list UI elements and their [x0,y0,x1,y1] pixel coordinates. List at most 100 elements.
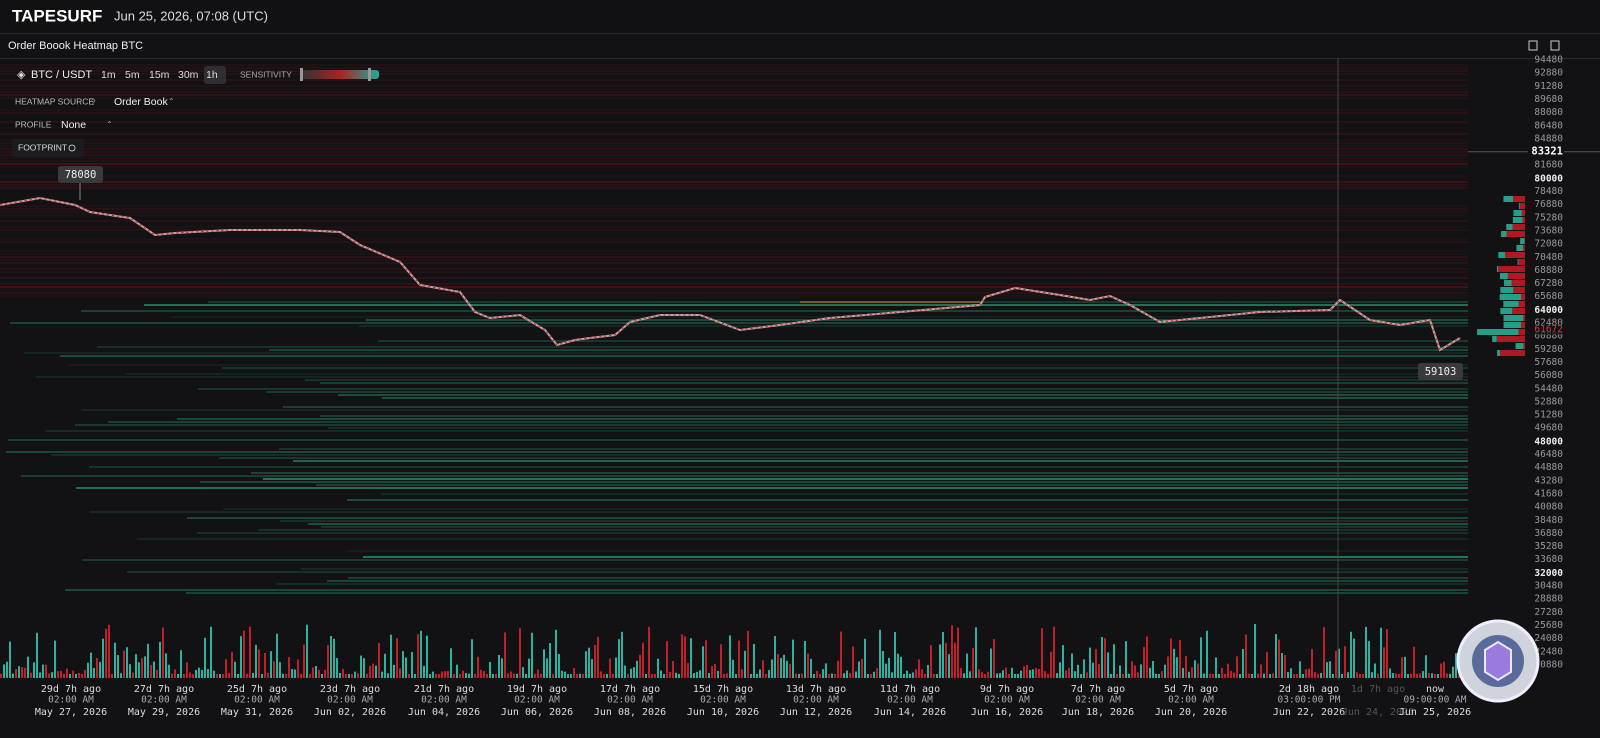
profile-bar-sell [1513,196,1525,202]
help-icon[interactable]: ? [91,98,96,107]
interval-button[interactable]: 30m [178,69,199,81]
time-of-day: 02:00 AM [793,695,839,706]
volume-bar [1260,664,1262,678]
profile-bar-buy [1518,203,1520,209]
volume-bar [1452,666,1454,678]
volume-bar [162,627,164,678]
volume-bar [1182,667,1184,678]
profile-bar-buy [1517,259,1519,265]
interval-button[interactable]: 5m [125,69,140,81]
interval-button[interactable]: 15m [149,69,170,81]
volume-bar [747,630,749,678]
price-tick-label: 57680 [1534,357,1563,368]
volume-bar [660,670,662,678]
volume-bar [288,657,290,678]
logo[interactable]: TAPESURF [12,6,102,25]
volume-bar [210,626,212,678]
volume-bar [1020,670,1022,678]
volume-bar [168,664,170,678]
time-ago: 7d 7h ago [1071,684,1125,695]
price-tick-label: 94480 [1534,55,1563,66]
volume-bar [1443,661,1445,678]
volume-bar [651,673,653,678]
heatmap [0,64,1468,594]
eye-icon[interactable] [68,144,76,152]
volume-bar [333,638,335,678]
profile-select[interactable]: None [61,119,86,131]
volume-bar [771,659,773,678]
volume-bar [513,673,515,678]
sensitivity-slider[interactable] [301,70,379,79]
volume-bar [81,673,83,678]
time-of-day: 03:00:00 PM [1278,695,1341,706]
sensitivity-label: SENSITIVITY [240,69,292,79]
volume-bar [300,673,302,678]
volume-bar [441,671,443,678]
window-button[interactable] [1528,40,1538,51]
volume-bar [624,665,626,678]
volume-bar [630,668,632,678]
price-tick-label: 67280 [1534,278,1563,289]
volume-bar [519,628,521,678]
volume-bar [873,671,875,678]
footprint-label[interactable]: FOOTPRINT [18,142,67,152]
profile-bar-buy [1503,196,1514,202]
volume-bar [150,664,152,678]
volume-bar [1449,673,1451,678]
volume-bar [1083,659,1085,678]
interval-button[interactable]: 1h [206,69,218,81]
volume-bar [1131,661,1133,678]
volume-bar [1029,669,1031,678]
price-tick-label: 27280 [1534,607,1563,618]
volume-bar [702,646,704,678]
price-tick-label: 49680 [1534,423,1563,434]
volume-bar [327,645,329,678]
price-tick-label: 81680 [1534,160,1563,171]
volume-bar [663,673,665,678]
profile-bar-buy [1520,238,1525,244]
volume-bar [1344,646,1346,678]
volume-bar [105,628,107,678]
volume-bar [1107,652,1109,678]
volume-bar [474,673,476,678]
volume-bar [657,658,659,678]
volume-bar [432,671,434,678]
volume-bar [447,670,449,678]
slider-handle[interactable] [300,68,303,81]
volume-bar [198,667,200,678]
volume-bar [504,632,506,678]
pair[interactable]: BTC / USDT [31,69,92,81]
heatmap-source-select[interactable]: Order Book [114,96,168,108]
interval-button[interactable]: 1m [101,69,116,81]
footprint-toggle[interactable] [12,139,84,157]
volume-bar [108,624,110,678]
volume-bar [1269,673,1271,678]
volume-bar [945,643,947,678]
slider-handle[interactable] [368,68,371,81]
volume-bar [426,635,428,678]
volume-bar [1248,673,1250,678]
volume-bar [819,673,821,678]
timestamp: Jun 25, 2026, 07:08 (UTC) [114,8,268,23]
volume-bar [1338,648,1340,678]
volume-bar [1218,673,1220,678]
profile-bar-sell [1499,350,1525,356]
volume-bar [1233,672,1235,678]
profile-bar-buy [1499,273,1508,279]
volume-bar [879,629,881,678]
volume-bars [0,624,1469,678]
volume-bar [36,632,38,678]
price-tick-label: 46480 [1534,449,1563,460]
volume-bar [1242,648,1244,678]
select-caret: ⌃ [168,97,175,106]
heatmap-source-label: HEATMAP SOURCE [15,96,94,106]
profile-bar-buy [1503,322,1522,328]
volume-bar [573,668,575,678]
window-button[interactable] [1550,40,1560,51]
highlight-bg [1528,145,1564,158]
volume-bar [177,673,179,678]
panel-title: Order Boook Heatmap BTC [8,40,143,52]
profile-bar-buy [1500,287,1514,293]
